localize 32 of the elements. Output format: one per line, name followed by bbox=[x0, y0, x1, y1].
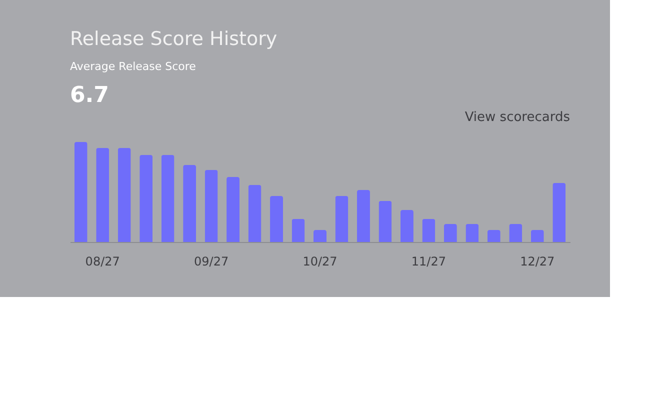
x-tick-label: 10/27 bbox=[302, 254, 338, 268]
bar bbox=[314, 230, 326, 242]
bar bbox=[509, 224, 522, 242]
x-tick-label: 11/27 bbox=[411, 254, 446, 268]
x-tick-label: 12/27 bbox=[520, 254, 555, 268]
bar bbox=[226, 177, 240, 242]
bar bbox=[466, 224, 479, 242]
bar bbox=[118, 148, 131, 242]
chart-title: Release Score History bbox=[70, 28, 278, 50]
bar bbox=[204, 170, 218, 242]
bar bbox=[248, 185, 262, 242]
bar bbox=[422, 219, 436, 242]
x-tick-label: 09/27 bbox=[194, 254, 229, 268]
text: 6.7 bbox=[70, 83, 109, 108]
x-tick-label: 08/27 bbox=[85, 254, 120, 268]
text: View scorecards bbox=[464, 110, 570, 125]
bar bbox=[400, 210, 414, 242]
bar bbox=[356, 190, 370, 242]
bar bbox=[444, 224, 457, 242]
bar bbox=[96, 148, 110, 242]
bar bbox=[183, 165, 196, 242]
bar bbox=[140, 155, 153, 242]
bar bbox=[292, 219, 305, 242]
bar bbox=[270, 196, 284, 242]
bar bbox=[487, 230, 500, 242]
text: Average Release Score bbox=[70, 60, 196, 73]
bar bbox=[530, 230, 544, 242]
bar bbox=[74, 142, 88, 242]
bar bbox=[335, 196, 348, 242]
bar bbox=[161, 155, 174, 242]
bar bbox=[378, 201, 392, 242]
bar bbox=[552, 183, 566, 242]
